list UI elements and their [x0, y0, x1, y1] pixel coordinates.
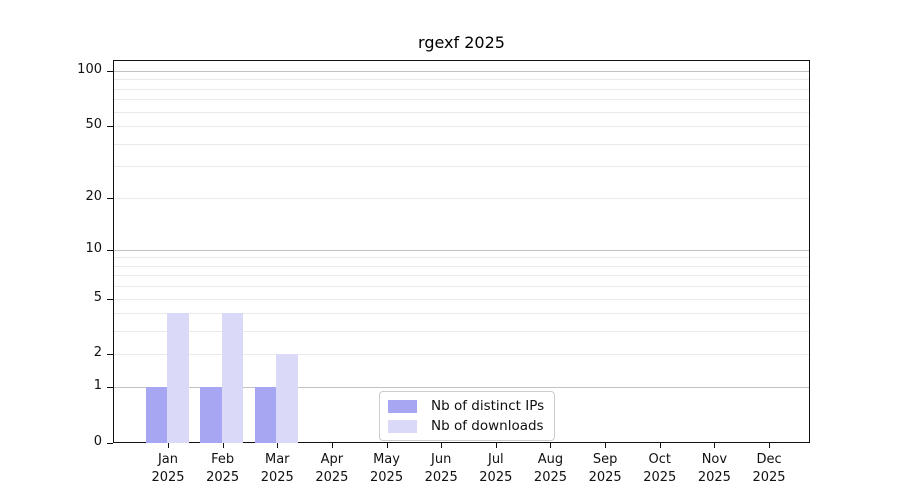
x-tick-mark	[495, 442, 497, 448]
chart-title: rgexf 2025	[418, 33, 505, 52]
bar-distinct-ips-jan	[145, 387, 167, 443]
bar-distinct-ips-feb	[200, 387, 222, 443]
x-tick-year: 2025	[206, 470, 240, 485]
minor-gridline	[114, 143, 809, 145]
x-tick-mark	[714, 442, 716, 448]
x-tick-year: 2025	[533, 470, 568, 485]
major-gridline	[114, 387, 809, 389]
minor-gridline	[114, 79, 809, 81]
minor-gridline	[114, 331, 809, 333]
x-tick-label: Apr 2025	[300, 451, 364, 487]
minor-gridline	[114, 126, 809, 128]
y-tick-mark	[107, 249, 113, 251]
y-tick-mark	[107, 298, 113, 300]
x-tick-year: 2025	[151, 470, 185, 485]
x-tick-year: 2025	[260, 470, 294, 485]
minor-gridline	[114, 298, 809, 300]
legend-swatch-downloads	[388, 419, 417, 433]
y-tick-mark	[107, 126, 113, 128]
legend: Nb of distinct IPs Nb of downloads	[379, 391, 556, 441]
x-tick-mark	[659, 442, 661, 448]
y-tick-label: 1	[93, 378, 102, 394]
minor-gridline	[114, 354, 809, 356]
legend-label-distinct-ips: Nb of distinct IPs	[431, 398, 545, 414]
bar-downloads-feb	[221, 313, 244, 443]
minor-gridline	[114, 99, 809, 101]
x-tick-mark	[222, 442, 224, 448]
x-tick-label: Jan 2025	[136, 451, 200, 487]
x-tick-year: 2025	[370, 470, 404, 485]
x-tick-year: 2025	[643, 470, 677, 485]
minor-gridline	[114, 313, 809, 315]
y-tick-label: 100	[77, 62, 102, 77]
plot-area: Nb of distinct IPs Nb of downloads 0 1 2 5 1…	[77, 60, 810, 485]
x-tick-mark	[277, 442, 279, 448]
y-tick-mark	[107, 197, 113, 199]
x-tick-label: Oct 2025	[628, 451, 692, 487]
minor-gridline	[114, 257, 809, 259]
legend-entry-distinct-ips: Nb of distinct IPs	[388, 398, 544, 414]
x-tick-label: Dec 2025	[737, 451, 801, 487]
x-tick-label: Sep 2025	[573, 451, 637, 487]
x-tick-label: Mar 2025	[245, 451, 309, 487]
legend-swatch-distinct-ips	[388, 399, 417, 413]
x-tick-year: 2025	[752, 470, 786, 485]
minor-gridline	[114, 197, 809, 199]
x-tick-label: Jul 2025	[464, 451, 528, 487]
y-tick-label: 2	[93, 345, 102, 361]
x-tick-mark	[441, 442, 443, 448]
major-gridline	[114, 71, 809, 72]
y-tick-mark	[107, 354, 113, 356]
x-tick-label: May 2025	[355, 451, 419, 487]
y-tick-label: 50	[85, 117, 102, 133]
minor-gridline	[114, 275, 809, 277]
x-tick-label: Aug 2025	[518, 451, 582, 487]
y-tick-label: 10	[85, 240, 102, 256]
x-tick-year: 2025	[697, 470, 731, 485]
x-tick-mark	[550, 442, 552, 448]
x-tick-year: 2025	[424, 470, 458, 485]
y-tick-mark	[107, 71, 113, 72]
minor-gridline	[114, 111, 809, 113]
x-tick-mark	[769, 442, 771, 448]
y-tick-label: 20	[85, 188, 102, 204]
x-tick-label: Feb 2025	[191, 451, 255, 487]
legend-label-downloads: Nb of downloads	[431, 418, 544, 434]
major-gridline	[114, 249, 809, 251]
legend-entry-downloads: Nb of downloads	[388, 418, 544, 434]
x-tick-year: 2025	[479, 470, 513, 485]
x-tick-mark	[605, 442, 607, 448]
minor-gridline	[114, 88, 809, 90]
bar-downloads-mar	[276, 354, 298, 443]
minor-gridline	[114, 265, 809, 267]
y-tick-label: 5	[93, 289, 102, 305]
x-tick-mark	[168, 442, 169, 448]
x-tick-year: 2025	[315, 470, 349, 485]
bar-downloads-jan	[167, 313, 189, 443]
bar-distinct-ips-mar	[254, 387, 277, 443]
x-tick-label: Jun 2025	[409, 451, 473, 487]
x-tick-mark	[331, 442, 333, 448]
y-tick-mark	[107, 387, 113, 389]
minor-gridline	[114, 286, 809, 288]
x-tick-label: Nov 2025	[682, 451, 746, 487]
y-tick-mark	[107, 443, 113, 444]
x-tick-year: 2025	[588, 470, 622, 485]
minor-gridline	[114, 166, 809, 168]
y-tick-label: 0	[93, 434, 102, 449]
x-tick-mark	[386, 442, 388, 448]
